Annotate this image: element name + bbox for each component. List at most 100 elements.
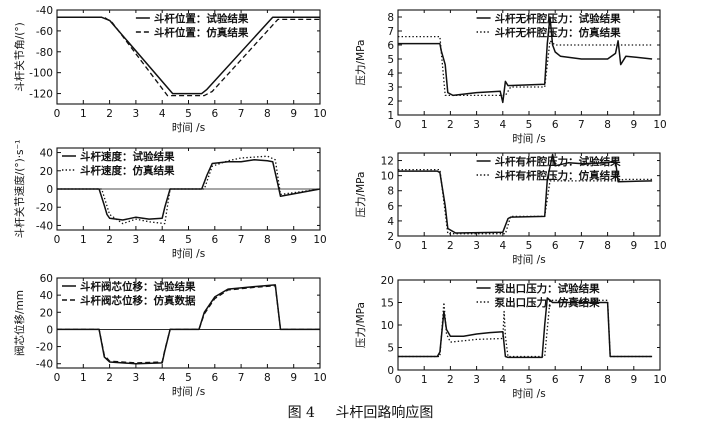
x-tick-label: 1	[80, 108, 87, 120]
y-tick-label: -20	[36, 342, 53, 354]
y-tick-label: 8	[387, 12, 394, 24]
x-axis-label: 时间 /s	[172, 121, 205, 134]
y-tick-label: 4	[387, 68, 394, 80]
y-axis-label: 斗杆关节角/(°)	[13, 22, 26, 91]
x-tick-label: 1	[421, 119, 428, 131]
y-tick-label: 20	[381, 275, 394, 287]
x-tick-label: 9	[290, 372, 297, 384]
x-tick-label: 10	[653, 119, 666, 131]
x-tick-label: 6	[211, 234, 218, 246]
y-tick-label: 0	[46, 184, 53, 196]
x-tick-label: 4	[159, 372, 166, 384]
y-tick-label: -40	[36, 5, 53, 17]
x-axis-label: 时间 /s	[512, 387, 545, 400]
series-line-2	[57, 285, 320, 364]
y-tick-label: 8	[387, 186, 394, 198]
legend-entry: 斗杆位置：试验结果	[154, 12, 249, 25]
y-tick-label: 40	[40, 290, 53, 302]
x-tick-label: 4	[499, 119, 506, 131]
y-tick-label: 15	[381, 298, 394, 310]
legend-entry: 斗杆有杆腔压力：试验结果	[495, 155, 621, 168]
figure-title: 斗杆回路响应图	[335, 405, 434, 421]
series-line-2	[398, 35, 653, 97]
x-tick-label: 5	[526, 240, 533, 252]
y-tick-label: 6	[387, 40, 394, 52]
y-tick-label: 40	[40, 148, 53, 160]
y-tick-label: -60	[36, 26, 53, 38]
x-tick-label: 5	[526, 119, 533, 131]
x-tick-label: 1	[80, 372, 87, 384]
y-tick-label: 10	[381, 171, 394, 183]
chart-panel-5: 0 1 2 3 4 5 6 7 8 9 10 -40 -20 0 20 40 60 时间 /s 阀芯位移/mm 斗杆阀…	[13, 273, 327, 398]
x-tick-label: 3	[133, 372, 140, 384]
y-tick-label: 0	[387, 365, 394, 377]
x-tick-label: 8	[264, 372, 271, 384]
x-tick-label: 10	[313, 234, 326, 246]
x-tick-label: 4	[159, 234, 166, 246]
x-axis-label: 时间 /s	[172, 247, 205, 260]
x-tick-label: 1	[421, 240, 428, 252]
x-tick-label: 7	[238, 108, 245, 120]
y-tick-label: 0	[46, 324, 53, 336]
x-tick-label: 0	[395, 374, 402, 386]
x-tick-label: 9	[630, 240, 637, 252]
chart-panel-1: 0 1 2 3 4 5 6 7 8 9 10 -120 -100 -80 -60 -40 时间 /s 斗杆关节角/…	[13, 5, 327, 134]
y-tick-label: 7	[387, 26, 394, 38]
x-axis-label: 时间 /s	[512, 253, 545, 266]
y-tick-label: 2	[387, 231, 394, 243]
y-tick-label: 60	[40, 273, 53, 285]
x-tick-label: 3	[473, 240, 480, 252]
series-line-1	[57, 16, 320, 95]
y-tick-label: -40	[36, 359, 53, 371]
x-tick-label: 2	[106, 234, 113, 246]
legend-entry: 斗杆有杆腔压力：仿真结果	[495, 169, 621, 182]
series-line-2	[398, 168, 653, 235]
x-tick-label: 6	[552, 240, 559, 252]
series-line-1	[57, 284, 320, 365]
x-tick-label: 0	[54, 372, 61, 384]
legend-entry: 斗杆速度：仿真结果	[80, 164, 175, 177]
x-tick-label: 10	[653, 240, 666, 252]
y-tick-label: 20	[40, 307, 53, 319]
x-tick-label: 6	[552, 119, 559, 131]
y-tick-label: -80	[36, 47, 53, 59]
x-tick-label: 7	[578, 240, 585, 252]
y-tick-label: 4	[387, 216, 394, 228]
y-tick-label: 12	[381, 156, 394, 168]
x-tick-label: 7	[578, 119, 585, 131]
x-tick-label: 0	[395, 119, 402, 131]
series-line-1	[398, 297, 653, 359]
series-line-2	[398, 299, 653, 358]
x-tick-label: 8	[264, 234, 271, 246]
legend-entry: 斗杆阀芯位移：仿真数据	[80, 294, 196, 307]
y-tick-label: 1	[387, 110, 394, 122]
x-tick-label: 3	[473, 374, 480, 386]
x-tick-label: 9	[630, 374, 637, 386]
x-tick-label: 8	[604, 119, 611, 131]
y-axis-label: 压力/MPa	[354, 172, 367, 218]
y-tick-label: 10	[381, 320, 394, 332]
x-tick-label: 3	[133, 108, 140, 120]
x-tick-label: 10	[313, 108, 326, 120]
legend-entry: 斗杆无杆腔压力：仿真结果	[495, 26, 621, 39]
x-tick-label: 6	[552, 374, 559, 386]
x-tick-label: 1	[421, 374, 428, 386]
legend-entry: 斗杆速度：试验结果	[80, 150, 175, 163]
y-tick-label: 20	[40, 166, 53, 178]
x-tick-label: 4	[499, 240, 506, 252]
x-tick-label: 1	[80, 234, 87, 246]
legend-entry: 斗杆位置：仿真结果	[154, 26, 249, 39]
y-axis-label: 阀芯位移/mm	[13, 290, 26, 356]
figure-caption: 图 4 斗杆回路响应图	[0, 402, 721, 422]
x-tick-label: 5	[185, 108, 192, 120]
x-tick-label: 7	[578, 374, 585, 386]
x-tick-label: 5	[185, 372, 192, 384]
x-tick-label: 8	[604, 240, 611, 252]
x-tick-label: 3	[133, 234, 140, 246]
chart-panel-6: 0 1 2 3 4 5 6 7 8 9 10 0 5 10 15 20 时间 /s 压力/MPa 泵出口压力：试验结…	[354, 275, 667, 400]
y-axis-label: 压力/MPa	[354, 40, 367, 86]
x-tick-label: 10	[653, 374, 666, 386]
x-tick-label: 2	[106, 372, 113, 384]
figure-number: 图 4	[287, 405, 315, 421]
